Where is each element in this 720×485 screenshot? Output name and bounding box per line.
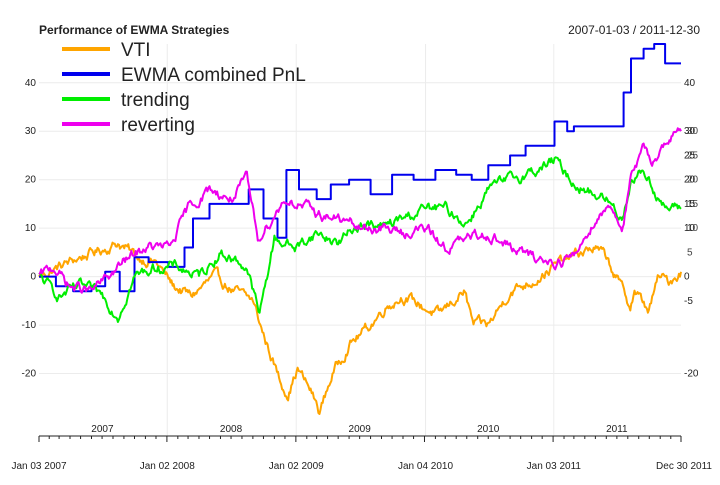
series-line-reverting — [38, 127, 682, 294]
y-tick-label-right: 15 — [684, 199, 696, 210]
y-tick-label-right: -5 — [684, 296, 693, 307]
chart-title: Performance of EWMA Strategies — [39, 23, 230, 37]
legend-label-vti: VTI — [121, 40, 151, 61]
x-date-label: Jan 03 2007 — [11, 461, 66, 472]
y-tick-label-right-overlap: 20 — [687, 175, 699, 186]
series-group — [38, 43, 682, 415]
y-tick-label-right-overlap: 25 — [687, 150, 699, 161]
legend-label-ewma-combined-pnl: EWMA combined PnL — [121, 65, 306, 86]
y-tick-label-right-overlap: 15 — [687, 199, 699, 210]
axes: -20-10010203040-20-501015202530405101520… — [11, 78, 712, 472]
y-tick-label-left: -10 — [22, 320, 37, 331]
y-tick-label-left: 40 — [25, 78, 37, 89]
legend-label-reverting: reverting — [121, 115, 195, 136]
y-tick-label-right-overlap: 30 — [687, 126, 699, 137]
y-tick-label-right: 30 — [684, 126, 696, 137]
y-tick-label-right: -20 — [684, 369, 699, 380]
y-tick-label-left: 20 — [25, 175, 37, 186]
series-line-vti — [38, 241, 682, 415]
y-tick-label-left: 30 — [25, 126, 37, 137]
y-tick-label-right: 10 — [684, 223, 696, 234]
y-tick-label-right: 25 — [684, 150, 696, 161]
y-tick-label-left: 10 — [25, 223, 37, 234]
x-date-label: Jan 04 2010 — [398, 461, 453, 472]
x-year-label: 2007 — [91, 424, 114, 435]
x-date-label: Jan 02 2008 — [140, 461, 195, 472]
x-year-label: 2008 — [220, 424, 243, 435]
x-date-label: Jan 03 2011 — [527, 461, 582, 472]
series-line-trending — [38, 156, 682, 323]
y-tick-label-right: 40 — [684, 78, 696, 89]
date-range-label: 2007-01-03 / 2011-12-30 — [568, 23, 700, 37]
y-tick-label-right-overlap: 5 — [687, 247, 693, 258]
y-tick-label-right: 0 — [684, 272, 690, 283]
y-tick-label-left: 0 — [30, 272, 36, 283]
x-year-label: 2010 — [477, 424, 500, 435]
x-year-label: 2009 — [349, 424, 372, 435]
y-tick-label-left: -20 — [22, 369, 37, 380]
x-year-label: 2011 — [606, 424, 628, 435]
y-tick-label-right-overlap: 10 — [687, 223, 699, 234]
y-tick-label-right: 20 — [684, 175, 696, 186]
x-date-label: Dec 30 2011 — [656, 461, 712, 472]
series-line-ewma-combined-pnl — [39, 43, 681, 293]
x-date-label: Jan 02 2009 — [269, 461, 324, 472]
legend: VTI EWMA combined PnL trending reverting — [62, 40, 306, 136]
legend-label-trending: trending — [121, 90, 190, 111]
